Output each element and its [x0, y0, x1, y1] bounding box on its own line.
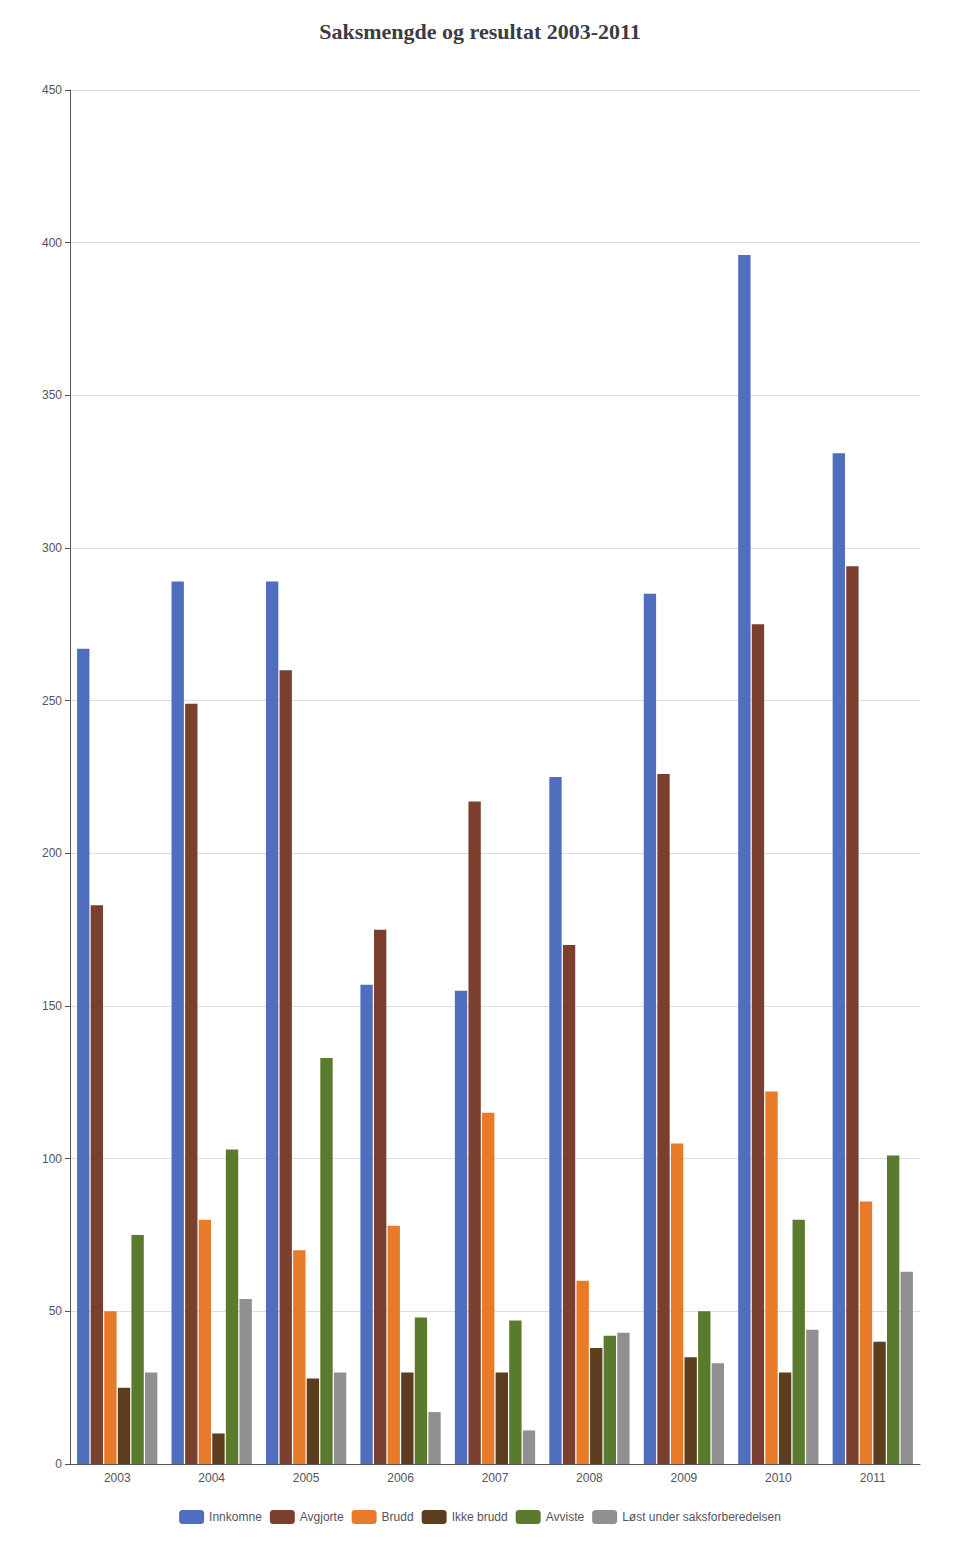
- svg-text:400: 400: [42, 236, 62, 250]
- svg-text:Løst under saksforberedelsen: Løst under saksforberedelsen: [622, 1510, 781, 1524]
- svg-text:450: 450: [42, 83, 62, 97]
- svg-text:2004: 2004: [198, 1471, 225, 1485]
- svg-text:150: 150: [42, 999, 62, 1013]
- svg-text:Ikke brudd: Ikke brudd: [452, 1510, 508, 1524]
- svg-text:50: 50: [49, 1304, 63, 1318]
- svg-text:Saksmengde og resultat 2003-20: Saksmengde og resultat 2003-2011: [319, 19, 641, 44]
- svg-text:250: 250: [42, 694, 62, 708]
- svg-text:2005: 2005: [293, 1471, 320, 1485]
- svg-text:2003: 2003: [104, 1471, 131, 1485]
- svg-text:Avviste: Avviste: [546, 1510, 585, 1524]
- svg-text:2010: 2010: [765, 1471, 792, 1485]
- svg-text:2008: 2008: [576, 1471, 603, 1485]
- svg-text:0: 0: [55, 1457, 62, 1471]
- svg-text:Brudd: Brudd: [382, 1510, 414, 1524]
- svg-text:Avgjorte: Avgjorte: [300, 1510, 344, 1524]
- svg-text:2007: 2007: [482, 1471, 509, 1485]
- svg-text:2006: 2006: [387, 1471, 414, 1485]
- svg-text:300: 300: [42, 541, 62, 555]
- svg-text:2011: 2011: [860, 1471, 886, 1485]
- svg-text:350: 350: [42, 388, 62, 402]
- svg-text:100: 100: [42, 1152, 62, 1166]
- svg-text:Innkomne: Innkomne: [209, 1510, 262, 1524]
- svg-text:2009: 2009: [671, 1471, 698, 1485]
- svg-text:200: 200: [42, 846, 62, 860]
